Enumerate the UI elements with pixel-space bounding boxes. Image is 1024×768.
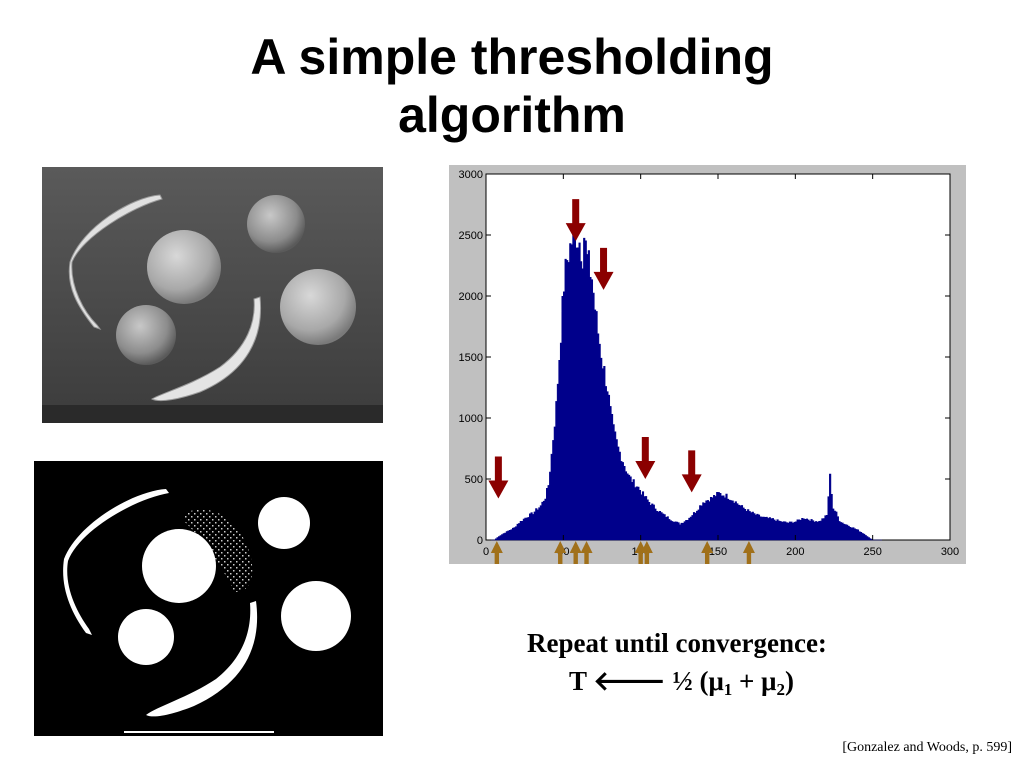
y-tick-label: 3000 [459, 169, 483, 181]
up-arrow-icon [554, 541, 567, 564]
threshold-arrows [488, 199, 755, 564]
y-axis-ticks: 0 500 1000 1500 2000 2500 3000 [459, 169, 950, 547]
intensity-histogram-chart: 050100150200250300 050010001500200025003… [449, 165, 966, 564]
down-arrow-icon [681, 450, 702, 493]
apple-2 [116, 305, 176, 365]
y-tick-label: 0 [477, 535, 483, 547]
orange-1 [147, 230, 221, 304]
x-tick-label: 300 [941, 546, 959, 558]
formula-sub2: 2 [776, 680, 785, 699]
formula-close-paren: ) [784, 666, 794, 696]
thresholded-fruit-image [34, 461, 383, 736]
up-arrow-icon [580, 541, 593, 564]
binary-banana-2 [146, 601, 258, 717]
banana-1 [68, 194, 163, 330]
up-arrow-icon [569, 541, 582, 564]
binary-banana-1 [63, 489, 169, 635]
left-arrow-icon: 🡐 [593, 666, 666, 696]
formula-half: ½ [672, 666, 693, 696]
down-arrow-icon [565, 199, 586, 242]
binary-apple-2 [118, 609, 174, 665]
banana-2 [150, 296, 262, 402]
up-arrow-icon [742, 541, 755, 564]
threshold-update-formula: T 🡐 ½ (μ1 + μ2) [527, 662, 947, 709]
histogram-series [486, 225, 882, 541]
slide-title-line1: A simple thresholding [250, 29, 774, 85]
y-tick-label: 2500 [459, 230, 483, 242]
y-tick-label: 2000 [459, 291, 483, 303]
x-tick-label: 150 [709, 546, 727, 558]
formula-t: T [569, 666, 587, 696]
x-tick-label: 0 [483, 546, 489, 558]
caption-line1: Repeat until convergence: [527, 628, 827, 658]
up-arrow-icon [640, 541, 653, 564]
slide-title-line2: algorithm [398, 87, 626, 143]
binary-orange-1 [142, 529, 216, 603]
up-arrow-icon [701, 541, 714, 564]
convergence-caption: Repeat until convergence: T 🡐 ½ (μ1 + μ2… [527, 624, 947, 709]
y-tick-label: 500 [465, 474, 483, 486]
formula-sub1: 1 [723, 680, 733, 699]
binary-orange-2 [281, 581, 351, 651]
formula-mu1: μ [708, 666, 724, 696]
citation: [Gonzalez and Woods, p. 599] [842, 740, 1012, 755]
slide-title: A simple thresholding algorithm [0, 28, 1024, 144]
up-arrow-icon [634, 541, 647, 564]
formula-mu2: μ [761, 666, 777, 696]
down-arrow-icon [593, 247, 614, 290]
apple-1 [247, 195, 305, 253]
formula-open-paren: ( [699, 666, 709, 696]
x-tick-label: 200 [786, 546, 804, 558]
orange-2 [280, 269, 356, 345]
up-arrow-icon [490, 541, 503, 564]
y-tick-label: 1000 [459, 413, 483, 425]
down-arrow-icon [635, 437, 656, 479]
down-arrow-icon [488, 456, 509, 499]
formula-plus: + [739, 666, 755, 696]
y-tick-label: 1500 [459, 352, 483, 364]
binary-apple-1 [258, 497, 310, 549]
x-tick-label: 250 [863, 546, 881, 558]
grayscale-fruit-image [42, 167, 383, 423]
